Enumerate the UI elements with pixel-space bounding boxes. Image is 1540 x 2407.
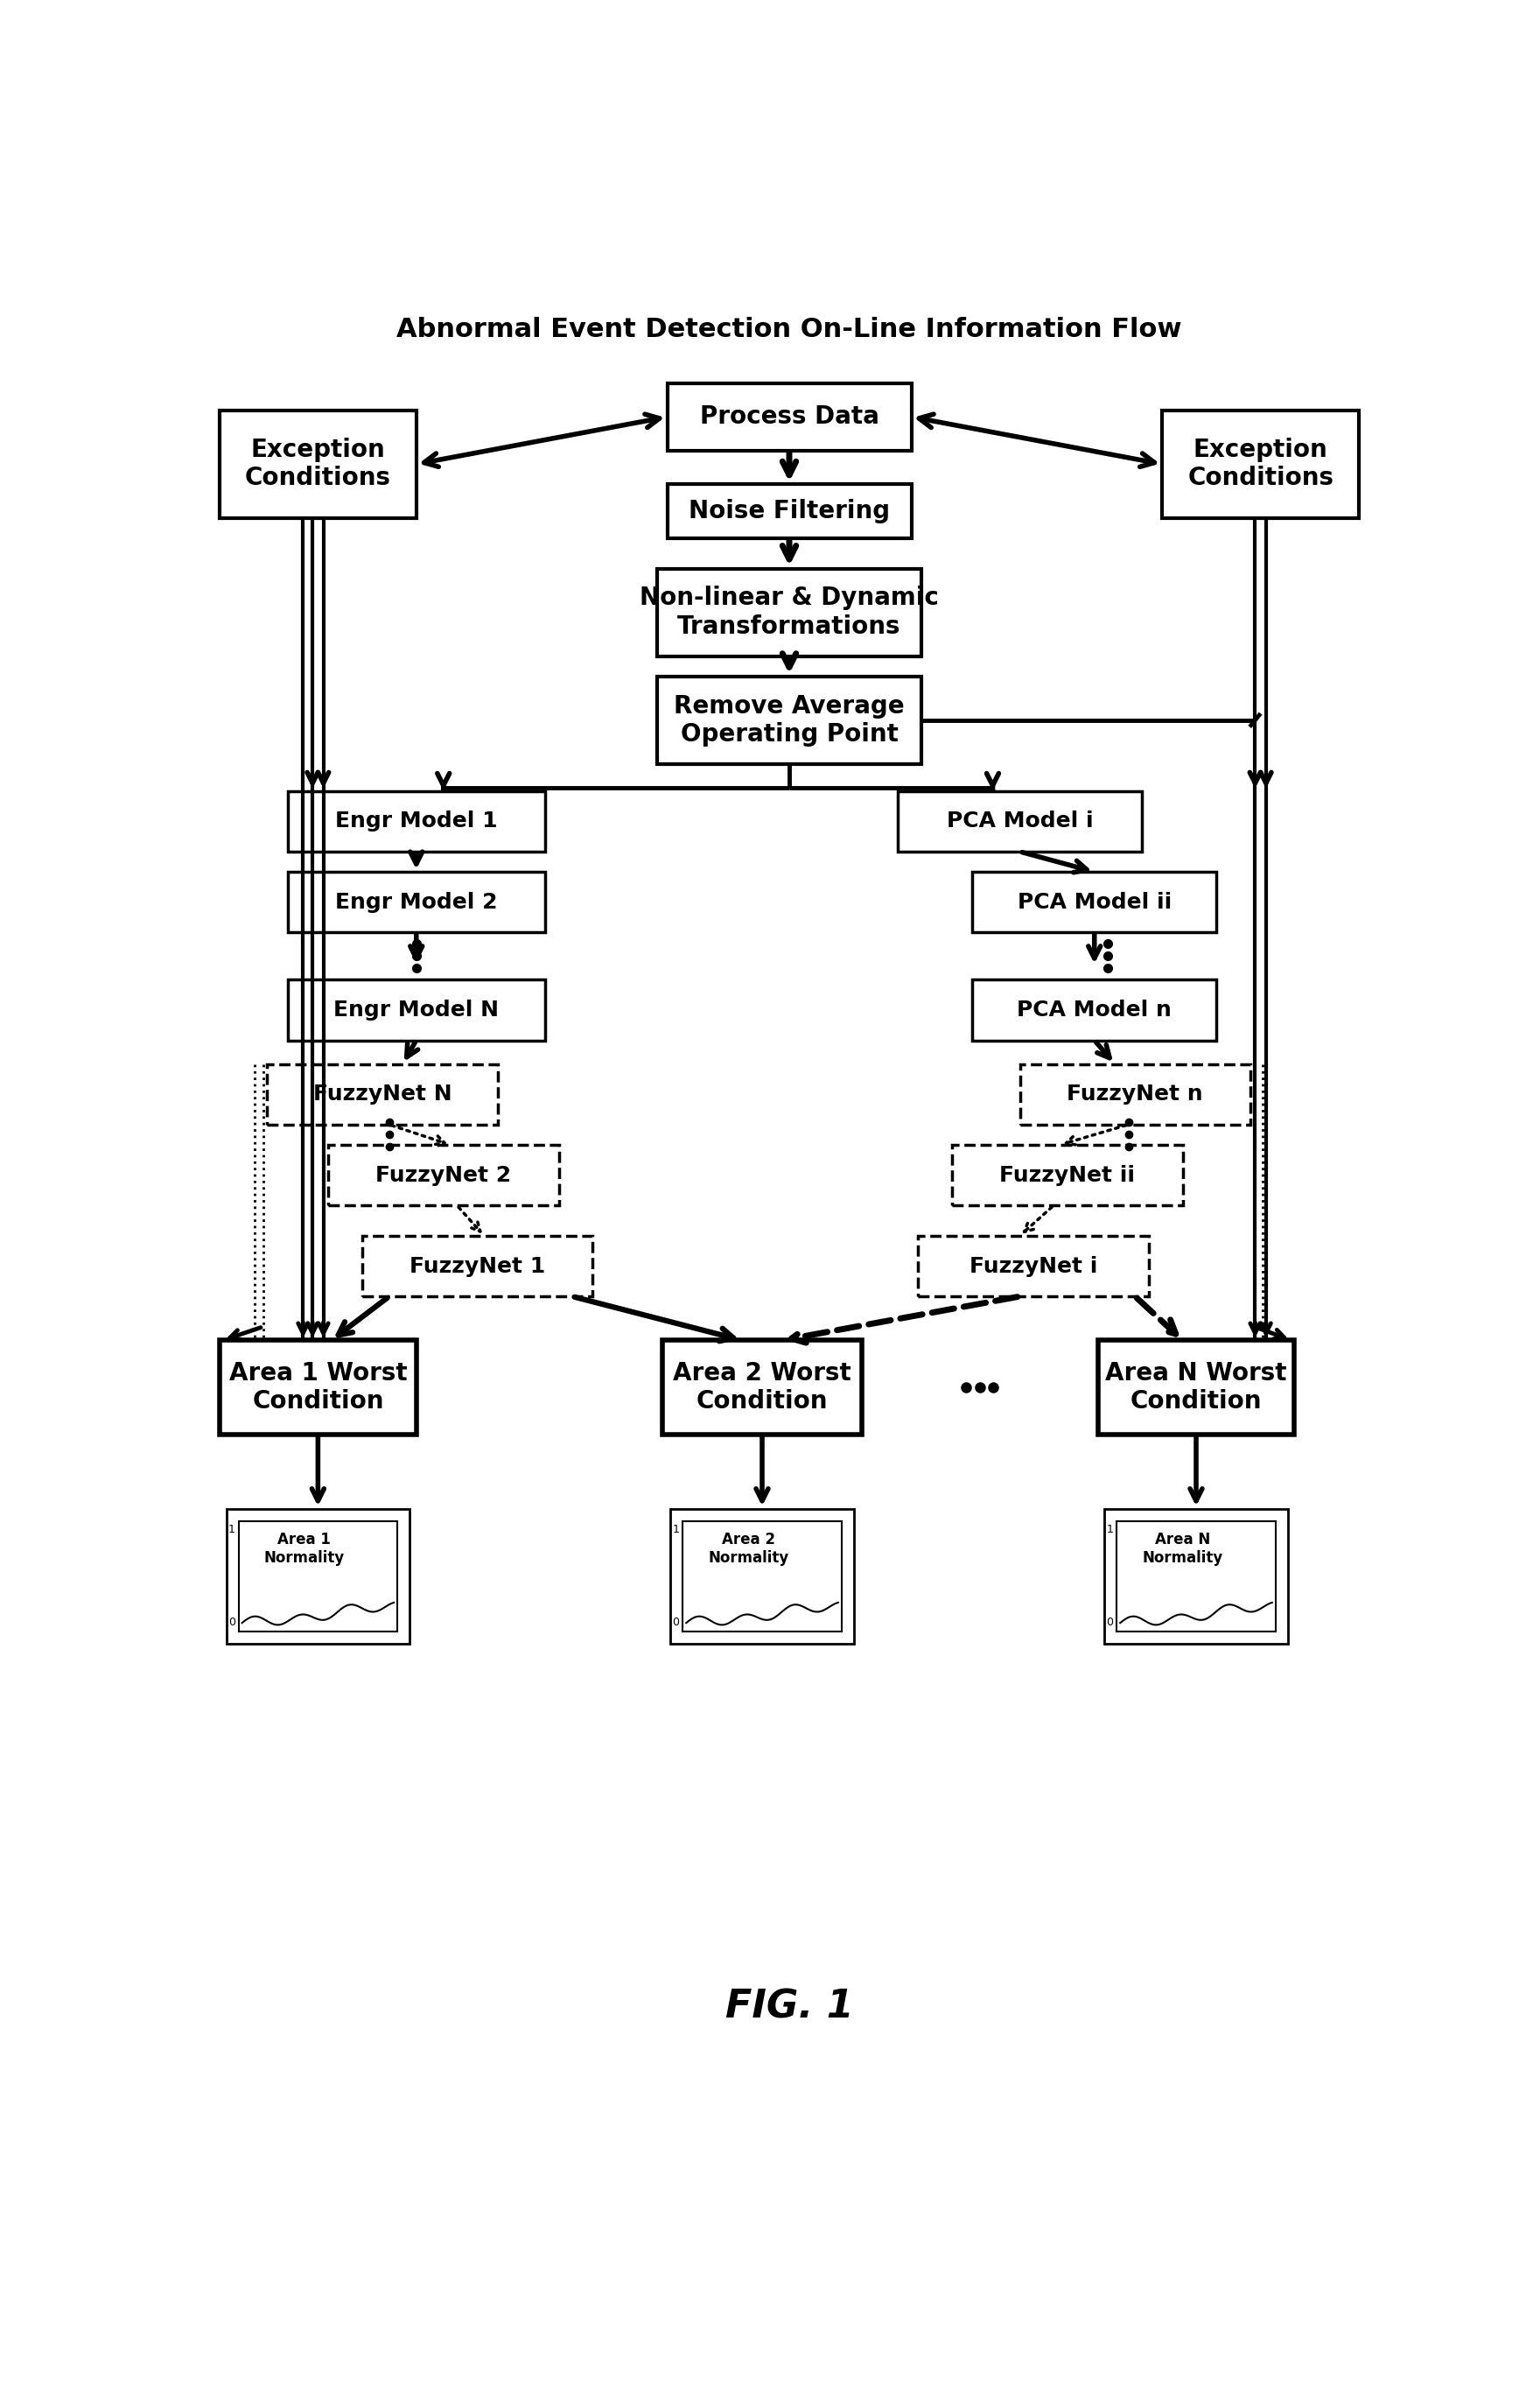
Text: Process Data: Process Data — [699, 404, 879, 428]
FancyBboxPatch shape — [662, 1341, 862, 1435]
FancyBboxPatch shape — [1098, 1341, 1295, 1435]
Text: PCA Model ii: PCA Model ii — [1018, 891, 1172, 912]
FancyBboxPatch shape — [658, 676, 921, 763]
FancyBboxPatch shape — [682, 1521, 841, 1632]
FancyBboxPatch shape — [1019, 1064, 1250, 1124]
FancyBboxPatch shape — [658, 568, 921, 657]
Text: Abnormal Event Detection On-Line Information Flow: Abnormal Event Detection On-Line Informa… — [397, 318, 1181, 342]
FancyBboxPatch shape — [220, 1341, 416, 1435]
FancyBboxPatch shape — [239, 1521, 397, 1632]
Text: FuzzyNet n: FuzzyNet n — [1067, 1083, 1203, 1105]
Text: Remove Average
Operating Point: Remove Average Operating Point — [675, 693, 904, 746]
FancyBboxPatch shape — [667, 383, 912, 450]
Text: 0: 0 — [1106, 1618, 1113, 1627]
Text: 1: 1 — [673, 1524, 679, 1536]
Text: PCA Model n: PCA Model n — [1016, 999, 1172, 1021]
FancyBboxPatch shape — [226, 1509, 410, 1644]
Text: FuzzyNet 2: FuzzyNet 2 — [376, 1165, 511, 1187]
FancyBboxPatch shape — [1163, 409, 1358, 518]
Text: Engr Model N: Engr Model N — [334, 999, 499, 1021]
Text: Exception
Conditions: Exception Conditions — [245, 438, 391, 491]
Text: Noise Filtering: Noise Filtering — [688, 498, 890, 522]
FancyBboxPatch shape — [328, 1146, 559, 1206]
Text: FuzzyNet i: FuzzyNet i — [969, 1256, 1098, 1276]
FancyBboxPatch shape — [972, 871, 1217, 932]
Text: Area N
Normality: Area N Normality — [1143, 1533, 1223, 1567]
Text: Exception
Conditions: Exception Conditions — [1187, 438, 1334, 491]
FancyBboxPatch shape — [1116, 1521, 1275, 1632]
Text: Area 1 Worst
Condition: Area 1 Worst Condition — [229, 1360, 407, 1413]
Text: FuzzyNet 1: FuzzyNet 1 — [410, 1256, 545, 1276]
Text: Engr Model 2: Engr Model 2 — [336, 891, 497, 912]
FancyBboxPatch shape — [362, 1235, 593, 1297]
Text: Engr Model 1: Engr Model 1 — [336, 811, 497, 833]
Text: 1: 1 — [228, 1524, 236, 1536]
Text: Non-linear & Dynamic
Transformations: Non-linear & Dynamic Transformations — [639, 585, 939, 638]
Text: FuzzyNet ii: FuzzyNet ii — [999, 1165, 1135, 1187]
Text: 1: 1 — [1107, 1524, 1113, 1536]
FancyBboxPatch shape — [898, 792, 1141, 852]
FancyBboxPatch shape — [952, 1146, 1183, 1206]
FancyBboxPatch shape — [288, 871, 545, 932]
Text: PCA Model i: PCA Model i — [947, 811, 1093, 833]
Text: FIG. 1: FIG. 1 — [725, 1988, 853, 2027]
FancyBboxPatch shape — [1104, 1509, 1287, 1644]
Text: 0: 0 — [673, 1618, 679, 1627]
FancyBboxPatch shape — [918, 1235, 1149, 1297]
FancyBboxPatch shape — [288, 792, 545, 852]
Text: Area 2 Worst
Condition: Area 2 Worst Condition — [673, 1360, 852, 1413]
Text: Area 2
Normality: Area 2 Normality — [708, 1533, 788, 1567]
FancyBboxPatch shape — [670, 1509, 853, 1644]
FancyBboxPatch shape — [220, 409, 416, 518]
FancyBboxPatch shape — [667, 484, 912, 539]
FancyBboxPatch shape — [288, 980, 545, 1040]
FancyBboxPatch shape — [266, 1064, 497, 1124]
Text: FuzzyNet N: FuzzyNet N — [313, 1083, 451, 1105]
Text: Area 1
Normality: Area 1 Normality — [263, 1533, 345, 1567]
Text: 0: 0 — [228, 1618, 236, 1627]
Text: Area N Worst
Condition: Area N Worst Condition — [1106, 1360, 1287, 1413]
FancyBboxPatch shape — [972, 980, 1217, 1040]
